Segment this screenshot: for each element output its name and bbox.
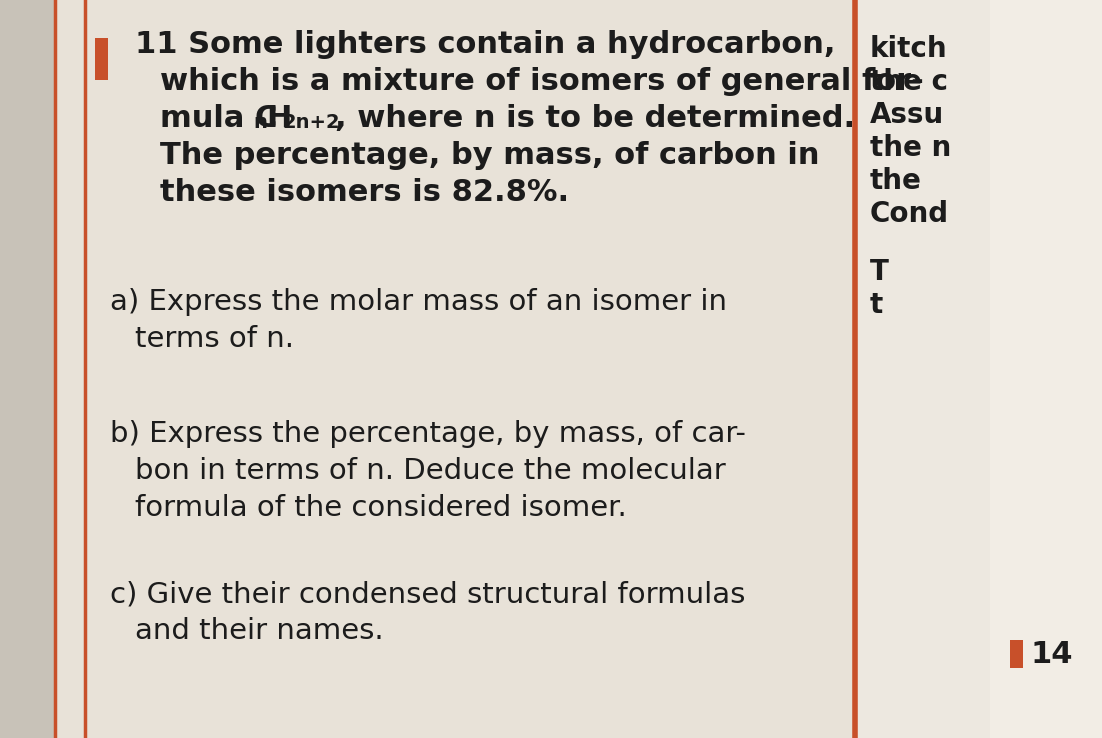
Text: T: T [869, 258, 889, 286]
Text: formula of the considered isomer.: formula of the considered isomer. [136, 494, 627, 522]
Text: bon in terms of n. Deduce the molecular: bon in terms of n. Deduce the molecular [136, 457, 726, 485]
Text: H: H [266, 104, 291, 133]
FancyBboxPatch shape [0, 0, 55, 738]
Text: The percentage, by mass, of carbon in: The percentage, by mass, of carbon in [160, 141, 820, 170]
Text: mula C: mula C [160, 104, 278, 133]
Text: a) Express the molar mass of an isomer in: a) Express the molar mass of an isomer i… [110, 288, 727, 316]
Text: Cond: Cond [869, 200, 949, 228]
Text: 2n+2: 2n+2 [283, 113, 341, 132]
Text: terms of n.: terms of n. [136, 325, 294, 353]
Text: 11 Some lighters contain a hydrocarbon,: 11 Some lighters contain a hydrocarbon, [136, 30, 835, 59]
Text: b) Express the percentage, by mass, of car-: b) Express the percentage, by mass, of c… [110, 420, 746, 448]
Text: 14: 14 [1030, 640, 1072, 669]
Text: Assu: Assu [869, 101, 944, 129]
FancyBboxPatch shape [1011, 640, 1023, 668]
Text: the: the [869, 167, 922, 195]
Text: t: t [869, 291, 883, 319]
Text: the c: the c [869, 68, 948, 96]
Text: and their names.: and their names. [136, 617, 383, 645]
Text: n: n [253, 113, 267, 132]
Text: these isomers is 82.8%.: these isomers is 82.8%. [160, 178, 569, 207]
Text: c) Give their condensed structural formulas: c) Give their condensed structural formu… [110, 580, 745, 608]
FancyBboxPatch shape [855, 0, 1102, 738]
Text: , where n is to be determined.: , where n is to be determined. [335, 104, 855, 133]
FancyBboxPatch shape [95, 38, 108, 80]
Text: which is a mixture of isomers of general for-: which is a mixture of isomers of general… [160, 67, 923, 96]
FancyBboxPatch shape [55, 0, 855, 738]
Text: kitch: kitch [869, 35, 948, 63]
FancyBboxPatch shape [990, 0, 1102, 738]
Text: the n: the n [869, 134, 951, 162]
